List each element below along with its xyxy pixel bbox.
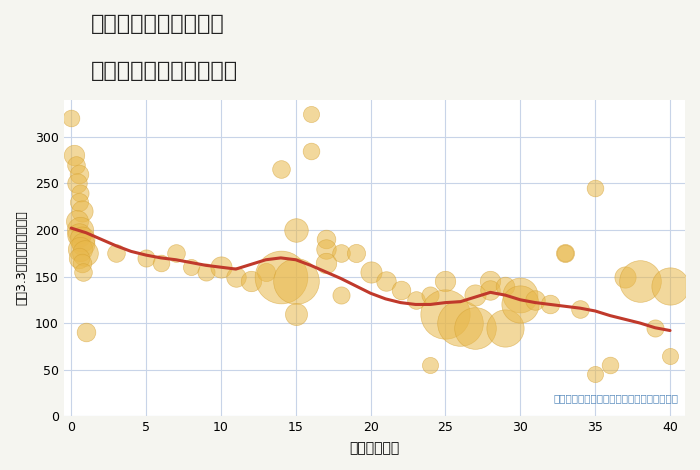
- Point: [440, 277, 451, 285]
- Point: [320, 235, 331, 243]
- Point: [290, 310, 301, 318]
- Y-axis label: 坪（3.3㎡）単価（万円）: 坪（3.3㎡）単価（万円）: [15, 211, 28, 306]
- Point: [73, 254, 84, 262]
- Point: [73, 170, 84, 178]
- Point: [470, 291, 481, 299]
- Point: [634, 277, 645, 285]
- Point: [545, 301, 556, 308]
- Point: [186, 264, 197, 271]
- Point: [155, 259, 167, 266]
- Point: [76, 259, 88, 266]
- Point: [514, 301, 526, 308]
- Point: [305, 110, 316, 118]
- Point: [74, 226, 85, 234]
- Point: [605, 361, 616, 369]
- Point: [500, 324, 511, 331]
- Point: [66, 115, 77, 122]
- Point: [290, 277, 301, 285]
- Point: [514, 291, 526, 299]
- Point: [275, 273, 286, 280]
- Text: 東京都地下鉄成増駅の: 東京都地下鉄成増駅の: [91, 14, 225, 34]
- Point: [440, 310, 451, 318]
- Point: [559, 250, 570, 257]
- Point: [71, 180, 83, 187]
- Point: [76, 235, 88, 243]
- Point: [559, 250, 570, 257]
- Point: [650, 324, 661, 331]
- Point: [425, 361, 436, 369]
- Point: [320, 259, 331, 266]
- Point: [78, 268, 89, 275]
- Point: [470, 324, 481, 331]
- Point: [111, 250, 122, 257]
- Text: 円の大きさは、取引のあった物件面積を示す: 円の大きさは、取引のあった物件面積を示す: [554, 393, 679, 404]
- Point: [425, 291, 436, 299]
- Point: [76, 208, 88, 215]
- Point: [245, 277, 256, 285]
- Point: [589, 370, 601, 378]
- Point: [350, 250, 361, 257]
- Point: [71, 217, 83, 224]
- Point: [216, 264, 227, 271]
- Point: [485, 287, 496, 294]
- Point: [69, 152, 80, 159]
- Point: [395, 287, 406, 294]
- Point: [485, 277, 496, 285]
- Text: 築年数別中古戸建て価格: 築年数別中古戸建て価格: [91, 61, 238, 81]
- Point: [335, 250, 346, 257]
- Point: [70, 161, 81, 169]
- Point: [80, 329, 92, 336]
- Point: [500, 282, 511, 290]
- Point: [275, 166, 286, 173]
- Point: [455, 319, 466, 327]
- Point: [79, 250, 90, 257]
- Point: [380, 277, 391, 285]
- Point: [305, 147, 316, 155]
- Point: [78, 240, 89, 248]
- Point: [200, 268, 211, 275]
- Point: [575, 306, 586, 313]
- Point: [290, 226, 301, 234]
- Point: [365, 268, 376, 275]
- Point: [410, 296, 421, 304]
- Point: [530, 296, 541, 304]
- Point: [320, 245, 331, 252]
- Point: [74, 189, 85, 196]
- X-axis label: 築年数（年）: 築年数（年）: [349, 441, 400, 455]
- Point: [74, 245, 85, 252]
- Point: [141, 254, 152, 262]
- Point: [620, 273, 631, 280]
- Point: [664, 282, 676, 290]
- Point: [260, 268, 272, 275]
- Point: [73, 231, 84, 238]
- Point: [335, 291, 346, 299]
- Point: [589, 184, 601, 192]
- Point: [664, 352, 676, 360]
- Point: [73, 198, 84, 206]
- Point: [230, 273, 241, 280]
- Point: [170, 250, 181, 257]
